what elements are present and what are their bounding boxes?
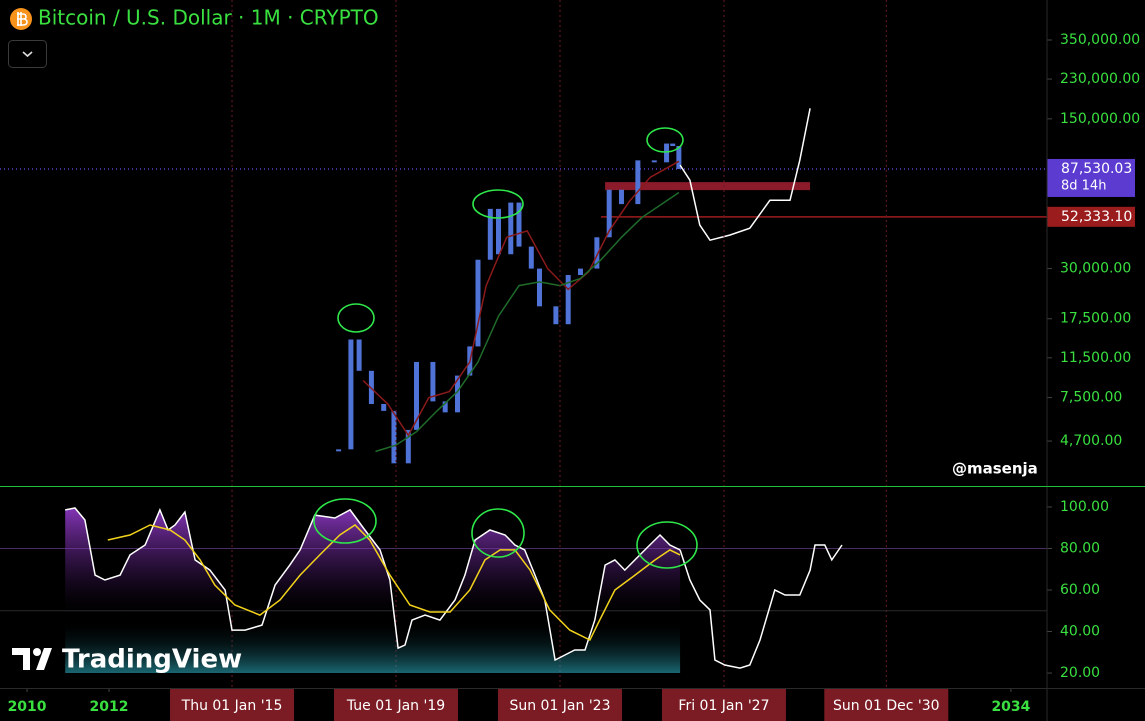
series-line bbox=[375, 191, 680, 453]
candle bbox=[664, 143, 670, 163]
candle bbox=[536, 268, 542, 307]
candle bbox=[442, 401, 448, 413]
y-tick-label: 40.00 bbox=[1060, 624, 1100, 640]
candle bbox=[528, 246, 534, 269]
candle bbox=[381, 404, 387, 411]
annotation-circle bbox=[472, 189, 524, 219]
x-tick-label: 2012 bbox=[90, 699, 129, 715]
resistance-zone bbox=[605, 182, 811, 191]
candle bbox=[495, 208, 501, 255]
x-tick-label: Sun 01 Jan '23 bbox=[509, 698, 610, 714]
candle bbox=[618, 189, 624, 205]
annotations bbox=[313, 127, 698, 569]
price-label: 52,333.10 bbox=[1061, 209, 1132, 225]
candle bbox=[565, 275, 571, 325]
series-line bbox=[679, 108, 811, 242]
chart-title: Bitcoin / U.S. Dollar · 1M · CRYPTO bbox=[38, 6, 379, 30]
series-line bbox=[65, 507, 681, 662]
y-tick-label: 60.00 bbox=[1060, 582, 1100, 598]
y-tick-label: 4,700.00 bbox=[1060, 433, 1122, 449]
y-tick-label: 20.00 bbox=[1060, 665, 1100, 681]
y-tick-label: 30,000.00 bbox=[1060, 261, 1131, 277]
annotation-circle bbox=[636, 521, 698, 569]
series-line bbox=[362, 160, 680, 437]
x-tick-label: Tue 01 Jan '19 bbox=[346, 698, 445, 714]
y-tick-label: 150,000.00 bbox=[1060, 111, 1140, 127]
candle bbox=[670, 143, 676, 147]
annotation-circle bbox=[646, 127, 684, 153]
candle bbox=[594, 237, 600, 269]
candle bbox=[508, 202, 514, 255]
price-countdown: 8d 14h bbox=[1061, 178, 1106, 193]
annotation-circle bbox=[313, 498, 377, 544]
candle bbox=[516, 202, 522, 247]
x-tick-label: Thu 01 Jan '15 bbox=[181, 698, 283, 714]
annotation-circle bbox=[471, 508, 525, 558]
candle bbox=[651, 160, 657, 163]
candle bbox=[487, 208, 493, 260]
y-tick-label: 7,500.00 bbox=[1060, 390, 1122, 406]
coin-glyph bbox=[17, 12, 28, 26]
x-tick-label: Fri 01 Jan '27 bbox=[678, 698, 769, 714]
watermark: @masenja bbox=[952, 460, 1038, 478]
logo-mark bbox=[12, 648, 30, 670]
candle bbox=[348, 339, 354, 450]
price-label-box bbox=[1047, 206, 1135, 227]
collapse-button[interactable] bbox=[8, 40, 47, 68]
y-tick-label: 350,000.00 bbox=[1060, 32, 1140, 48]
annotation-circle bbox=[337, 303, 375, 333]
candle bbox=[475, 259, 481, 347]
candle bbox=[553, 306, 559, 325]
x-tick-box bbox=[824, 689, 949, 721]
x-tick-label: 2010 bbox=[8, 699, 47, 715]
y-tick-label: 230,000.00 bbox=[1060, 71, 1140, 87]
y-tick-label: 80.00 bbox=[1060, 540, 1100, 556]
candle bbox=[336, 449, 342, 452]
candle bbox=[414, 361, 420, 430]
logo-mark bbox=[36, 648, 52, 670]
candle bbox=[606, 189, 612, 238]
candle bbox=[676, 146, 682, 169]
x-tick-box bbox=[497, 689, 622, 721]
price-label-box bbox=[1047, 158, 1135, 197]
y-tick-label: 11,500.00 bbox=[1060, 350, 1131, 366]
x-tick-box bbox=[661, 689, 786, 721]
candle bbox=[635, 160, 641, 205]
logo: TradingView bbox=[12, 645, 242, 675]
logo-mark bbox=[33, 648, 41, 656]
x-tick-box bbox=[170, 689, 295, 721]
candle bbox=[430, 361, 436, 402]
y-tick-label: 17,500.00 bbox=[1060, 311, 1131, 327]
y-tick-label: 100.00 bbox=[1060, 499, 1109, 515]
x-tick-label: Sun 01 Dec '30 bbox=[833, 698, 940, 714]
candle bbox=[454, 375, 460, 413]
oscillator-fill bbox=[65, 508, 681, 673]
candle bbox=[577, 268, 583, 276]
chevron-icon bbox=[22, 51, 33, 58]
candle bbox=[405, 429, 411, 464]
candle bbox=[391, 410, 397, 464]
series-line bbox=[107, 524, 681, 642]
candle bbox=[356, 339, 362, 371]
logo-text: TradingView bbox=[62, 645, 242, 675]
x-tick-box bbox=[334, 689, 459, 721]
price-label: 87,530.03 bbox=[1061, 161, 1132, 177]
x-tick-label: 2034 bbox=[991, 699, 1030, 715]
series-line bbox=[679, 544, 843, 669]
